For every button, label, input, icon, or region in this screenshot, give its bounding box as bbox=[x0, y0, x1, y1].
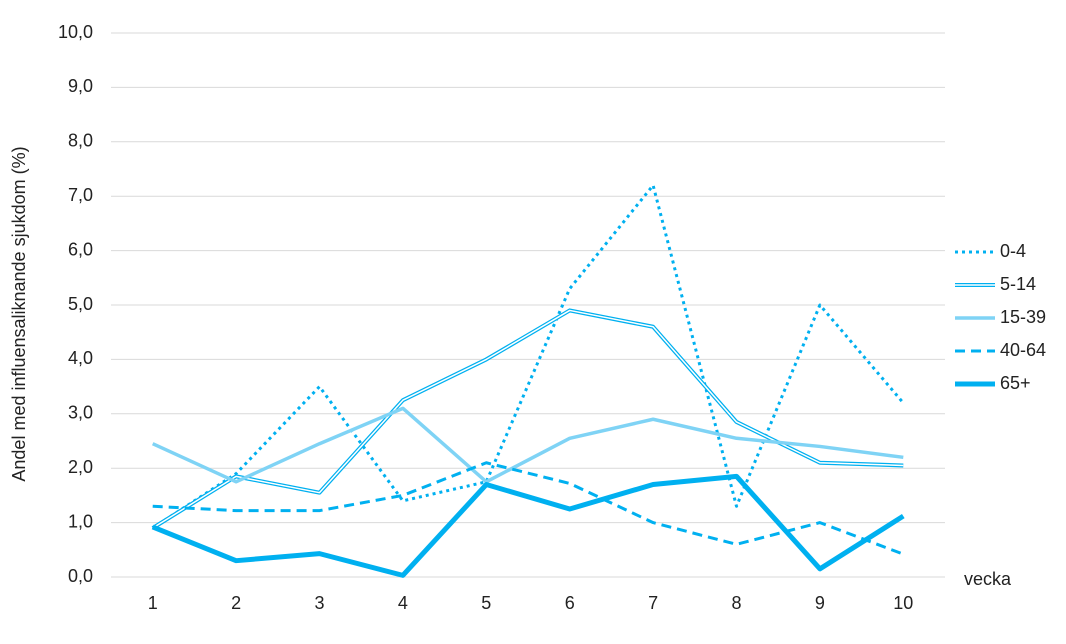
x-axis-label: vecka bbox=[964, 569, 1012, 589]
x-tick-label: 7 bbox=[648, 593, 658, 613]
y-tick-label: 0,0 bbox=[68, 566, 93, 586]
x-tick-label: 4 bbox=[398, 593, 408, 613]
legend-label: 65+ bbox=[1000, 373, 1031, 393]
y-tick-label: 6,0 bbox=[68, 239, 93, 259]
x-tick-label: 3 bbox=[314, 593, 324, 613]
legend-label: 5-14 bbox=[1000, 274, 1036, 294]
y-tick-label: 9,0 bbox=[68, 76, 93, 96]
series-line bbox=[152, 461, 904, 556]
y-tick-label: 3,0 bbox=[68, 403, 93, 423]
y-tick-label: 7,0 bbox=[68, 185, 93, 205]
series-line bbox=[151, 183, 905, 530]
y-tick-label: 10,0 bbox=[58, 22, 93, 42]
series-line bbox=[151, 473, 905, 578]
series-line bbox=[151, 406, 904, 484]
x-tick-label: 5 bbox=[481, 593, 491, 613]
y-tick-label: 5,0 bbox=[68, 294, 93, 314]
x-tick-label: 6 bbox=[565, 593, 575, 613]
legend-label: 0-4 bbox=[1000, 241, 1026, 261]
y-tick-label: 2,0 bbox=[68, 457, 93, 477]
legend-label: 15-39 bbox=[1000, 307, 1046, 327]
x-tick-label: 2 bbox=[231, 593, 241, 613]
x-tick-label: 9 bbox=[815, 593, 825, 613]
y-tick-label: 8,0 bbox=[68, 131, 93, 151]
legend-label: 40-64 bbox=[1000, 340, 1046, 360]
x-tick-label: 10 bbox=[893, 593, 913, 613]
x-tick-label: 8 bbox=[731, 593, 741, 613]
x-tick-label: 1 bbox=[148, 593, 158, 613]
y-tick-label: 4,0 bbox=[68, 348, 93, 368]
y-tick-label: 1,0 bbox=[68, 511, 93, 531]
y-axis-label: Andel med influensaliknande sjukdom (%) bbox=[9, 146, 29, 481]
